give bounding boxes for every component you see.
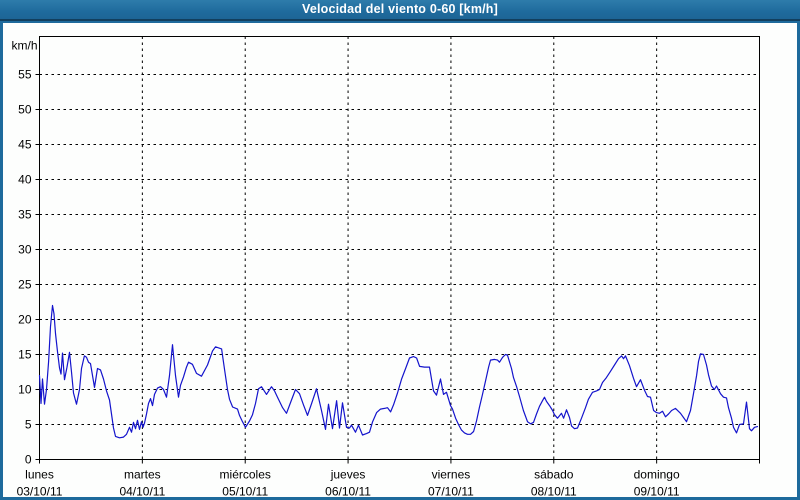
y-tick-label: 0 — [25, 453, 32, 467]
wind-speed-line — [38, 304, 759, 439]
x-day-label: jueves — [330, 468, 366, 482]
plot-border — [39, 36, 760, 460]
y-axis-unit-label: km/h — [11, 39, 37, 53]
x-date-label: 08/10/11 — [531, 485, 577, 498]
x-day-label: sábado — [534, 468, 574, 482]
x-date-label: 09/10/11 — [634, 485, 680, 498]
x-date-label: 06/10/11 — [325, 485, 371, 498]
x-day-label: lunes — [25, 468, 54, 482]
x-day-label: miércoles — [220, 468, 271, 482]
x-date-label: 04/10/11 — [119, 485, 165, 498]
titlebar: Velocidad del viento 0-60 [km/h] — [0, 0, 800, 21]
y-tick-label: 20 — [18, 313, 32, 327]
chart-content-area: 0 5 10 15 20 25 30 35 40 45 50 55 km/h lunes 03/10/11 m… — [3, 23, 797, 499]
y-tick-label: 35 — [18, 208, 32, 222]
y-tick-label: 30 — [18, 243, 32, 257]
x-date-label: 03/10/11 — [17, 485, 63, 498]
y-tick-label: 10 — [18, 383, 32, 397]
x-date-label: 07/10/11 — [428, 485, 474, 498]
chart-title: Velocidad del viento 0-60 [km/h] — [301, 2, 499, 16]
y-tick-label: 5 — [25, 418, 32, 432]
y-tick-label: 25 — [18, 278, 32, 292]
y-tick-label: 55 — [18, 68, 32, 82]
y-tick-label: 50 — [18, 103, 32, 117]
x-date-label: 05/10/11 — [222, 485, 268, 498]
x-day-label: martes — [124, 468, 161, 482]
wind-speed-chart: 0 5 10 15 20 25 30 35 40 45 50 55 km/h lunes 03/10/11 m… — [11, 36, 760, 499]
x-day-label: viernes — [432, 468, 471, 482]
y-tick-label: 45 — [18, 138, 32, 152]
y-tick-label: 40 — [18, 173, 32, 187]
y-tick-label: 15 — [18, 348, 32, 362]
x-day-label: domingo — [634, 468, 680, 482]
